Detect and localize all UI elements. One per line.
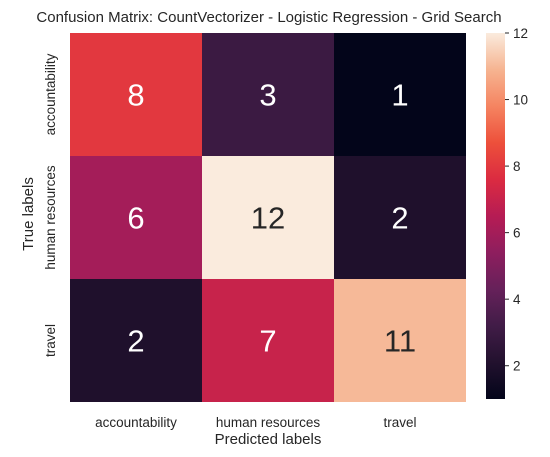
cell-value-r1-c1: 12 — [251, 201, 285, 236]
heatmap-cells — [70, 33, 466, 402]
cell-value-r1-c0: 6 — [127, 201, 144, 236]
heatmap-cell-r1-c0 — [70, 156, 202, 279]
cell-value-r1-c2: 2 — [391, 201, 408, 236]
colorbar-ticks: 2 4 6 8 10 12 — [505, 26, 528, 374]
cell-value-r0-c1: 3 — [259, 78, 276, 113]
colorbar-tick-label: 12 — [513, 26, 528, 41]
heatmap-cell-r0-c2 — [334, 33, 466, 156]
heatmap-cell-r2-c1 — [202, 279, 334, 402]
colorbar-tick-label: 2 — [513, 359, 521, 374]
heatmap-cell-r2-c0 — [70, 279, 202, 402]
x-tick-label: human resources — [216, 415, 321, 430]
x-axis-label: Predicted labels — [215, 431, 322, 448]
colorbar-tick-label: 10 — [513, 93, 528, 108]
y-tick-labels: accountability human resources travel — [43, 53, 58, 357]
cell-value-r0-c0: 8 — [127, 78, 144, 113]
heatmap-cell-r0-c0 — [70, 33, 202, 156]
x-tick-label: travel — [383, 415, 416, 430]
cell-value-r0-c2: 1 — [391, 78, 408, 113]
x-tick-labels: accountability human resources travel — [95, 415, 416, 430]
y-axis-label: True labels — [20, 177, 37, 251]
y-tick-label: accountability — [43, 53, 58, 135]
heatmap-cell-r0-c1 — [202, 33, 334, 156]
x-tick-label: accountability — [95, 415, 177, 430]
heatmap-cell-r1-c2 — [334, 156, 466, 279]
colorbar-tick-label: 6 — [513, 226, 521, 241]
colorbar-tick-label: 8 — [513, 159, 521, 174]
cell-value-r2-c1: 7 — [259, 324, 276, 359]
cell-value-r2-c2: 11 — [384, 324, 416, 359]
heatmap-cell-r1-c1 — [202, 156, 334, 279]
chart-title: Confusion Matrix: CountVectorizer - Logi… — [36, 9, 501, 26]
heatmap-cell-labels: 8 3 1 6 12 2 2 7 11 — [127, 78, 416, 359]
cell-value-r2-c0: 2 — [127, 324, 144, 359]
heatmap-cell-r2-c2 — [334, 279, 466, 402]
y-tick-label: human resources — [43, 165, 58, 270]
y-tick-label: travel — [43, 324, 58, 357]
colorbar-tick-label: 4 — [513, 292, 521, 307]
colorbar — [486, 33, 505, 399]
